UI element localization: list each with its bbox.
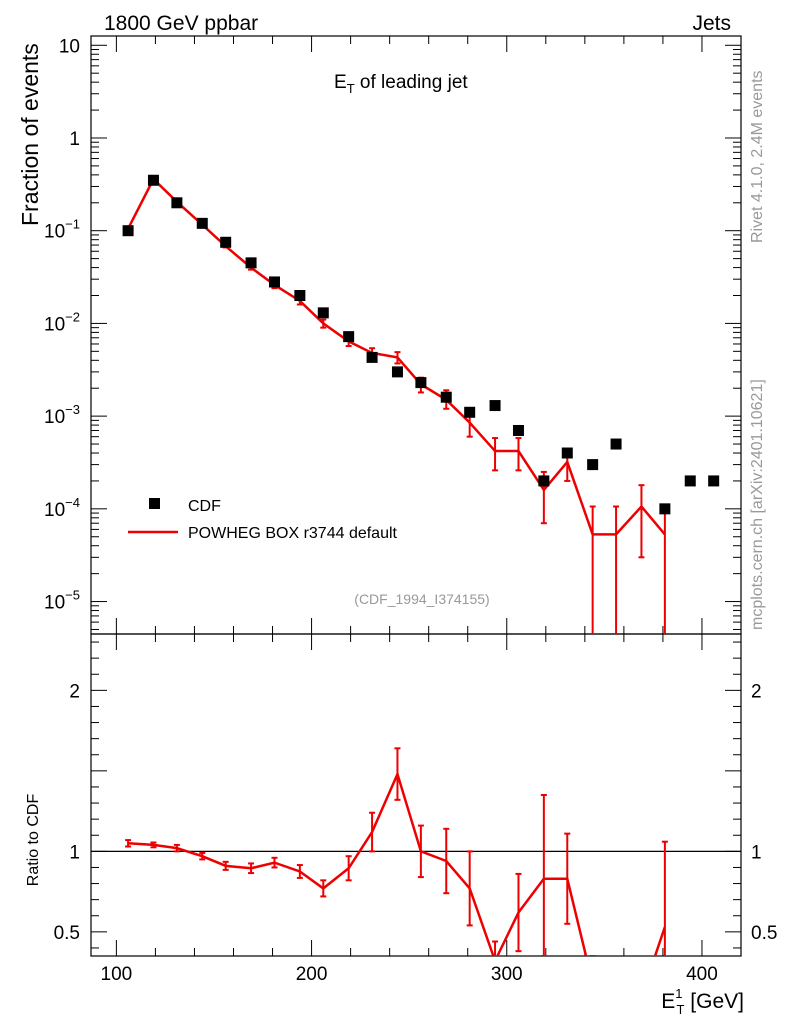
ratio-series-clipped — [125, 747, 668, 956]
y-tick-label-exponent: −4 — [65, 495, 80, 510]
bottom-panel-frame — [90, 633, 742, 957]
y-tick-label-bottom: 2 — [69, 681, 80, 702]
data-point — [708, 475, 720, 487]
data-point — [489, 400, 501, 412]
data-point — [294, 290, 306, 302]
data-point — [317, 307, 329, 319]
y-axis-title-bottom: Ratio to CDF — [25, 794, 42, 887]
legend-mc-label: POWHEG BOX r3744 default — [188, 525, 398, 542]
x-tick-label: 300 — [491, 964, 523, 985]
data-point — [220, 236, 232, 248]
y-tick-label-base: 10 — [44, 222, 65, 243]
data-point — [366, 351, 378, 363]
y-tick-label-top: 10−3 — [44, 402, 80, 428]
x-tick-label: 100 — [101, 964, 133, 985]
y-tick-label-top: 10−2 — [44, 309, 80, 335]
x-axis-title-sup: 1 — [675, 986, 682, 1001]
analysis-id: (CDF_1994_I374155) — [354, 591, 489, 607]
plot-title-sub: T — [347, 81, 355, 96]
y-axis-title-top: Fraction of events — [17, 43, 43, 226]
data-point — [610, 438, 622, 450]
mc-series-top — [125, 177, 668, 634]
top-panel-frame — [90, 35, 742, 635]
y-tick-label-base: 10 — [44, 314, 65, 335]
data-point — [245, 257, 257, 269]
data-point — [538, 475, 550, 487]
y-tick-label-top: 10−1 — [44, 217, 80, 243]
data-point — [464, 406, 476, 418]
data-point — [684, 475, 696, 487]
legend-data-label: CDF — [188, 498, 221, 515]
data-point — [391, 366, 403, 378]
plot-title-main: E — [334, 72, 347, 93]
x-axis-title: E1 T [GeV] — [661, 986, 744, 1017]
legend-data-marker — [149, 498, 160, 509]
plot-title-rest: of leading jet — [355, 72, 469, 93]
y-tick-label-top: 10−5 — [44, 588, 80, 614]
data-point — [440, 391, 452, 403]
x-axis-title-rest: [GeV] — [684, 990, 744, 1013]
header-right: Jets — [692, 12, 731, 35]
plot-title: ET of leading jet — [334, 72, 468, 96]
y-tick-label-top: 10 — [59, 36, 80, 57]
x-axis-title-main: E — [661, 990, 675, 1013]
y-tick-label-exponent: −2 — [65, 309, 80, 324]
data-point — [561, 447, 573, 459]
y-tick-label-base: 10 — [44, 593, 65, 614]
data-point — [122, 225, 134, 237]
ratio-series — [125, 747, 668, 956]
y-tick-label-bottom-right: 1 — [751, 842, 762, 863]
mcplots-label: mcplots.cern.ch [arXiv:2401.10621] — [749, 379, 766, 630]
data-point — [268, 276, 280, 288]
y-tick-label-exponent: −5 — [65, 588, 80, 603]
header-left: 1800 GeV ppbar — [104, 12, 258, 35]
x-tick-labels: 100 200 300 400 — [101, 964, 718, 985]
rivet-label: Rivet 4.1.0, 2.4M events — [749, 70, 766, 243]
x-axis-title-sub: T — [677, 1002, 685, 1017]
y-tick-label-exponent: −3 — [65, 402, 80, 417]
axis-ticks — [91, 36, 742, 956]
x-tick-label: 200 — [296, 964, 328, 985]
y-tick-label-top: 1 — [69, 129, 80, 150]
y-tick-label-exponent: −1 — [65, 217, 80, 232]
data-point — [659, 503, 671, 515]
y-tick-label-base: 10 — [44, 500, 65, 521]
y-tick-label-bottom: 1 — [69, 842, 80, 863]
data-point — [587, 459, 599, 471]
y-tick-label-base: 10 — [44, 407, 65, 428]
y-tick-labels-bottom: 0.5 0.5 1 1 2 2 — [54, 681, 778, 944]
data-point — [171, 197, 183, 209]
ratio-curve — [128, 770, 667, 956]
y-tick-label-bottom-right: 2 — [751, 681, 762, 702]
data-point — [196, 217, 208, 229]
y-tick-label-bottom: 0.5 — [54, 923, 80, 944]
y-tick-label-bottom-right: 0.5 — [751, 923, 777, 944]
data-point — [147, 174, 159, 186]
data-series-top — [122, 174, 720, 515]
y-tick-label-top: 10−4 — [44, 495, 80, 521]
data-point — [512, 424, 524, 436]
data-point — [415, 377, 427, 389]
data-point — [343, 331, 355, 343]
x-tick-label: 400 — [686, 964, 718, 985]
